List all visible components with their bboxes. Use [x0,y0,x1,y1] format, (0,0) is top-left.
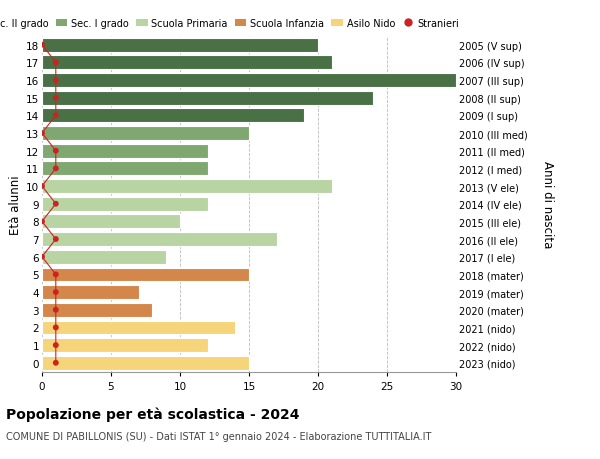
Point [37,253,47,261]
Point [51,95,61,102]
Bar [42,39,318,52]
Bar [42,162,208,176]
Point [37,183,47,190]
Point [37,218,47,225]
Point [51,148,61,155]
Y-axis label: Anni di nascita: Anni di nascita [541,161,554,248]
Bar [42,91,373,105]
Bar [42,356,249,370]
Y-axis label: Età alunni: Età alunni [9,174,22,234]
Bar [42,338,208,352]
Point [51,324,61,331]
Legend: Sec. II grado, Sec. I grado, Scuola Primaria, Scuola Infanzia, Asilo Nido, Stran: Sec. II grado, Sec. I grado, Scuola Prim… [0,18,459,28]
Point [51,289,61,296]
Bar [42,250,166,264]
Bar [42,303,152,317]
Bar [42,285,139,299]
Bar [42,180,332,194]
Point [51,307,61,314]
Point [51,77,61,84]
Point [51,359,61,367]
Bar [42,321,235,335]
Bar [42,145,208,158]
Point [37,130,47,137]
Bar [42,215,180,229]
Bar [42,233,277,246]
Point [51,236,61,243]
Point [51,201,61,208]
Bar [42,74,456,88]
Point [51,271,61,279]
Point [51,60,61,67]
Text: Popolazione per età scolastica - 2024: Popolazione per età scolastica - 2024 [6,406,299,421]
Point [51,165,61,173]
Bar [42,127,249,140]
Bar [42,56,332,70]
Point [51,341,61,349]
Bar [42,268,249,282]
Point [37,42,47,49]
Bar [42,109,304,123]
Text: COMUNE DI PABILLONIS (SU) - Dati ISTAT 1° gennaio 2024 - Elaborazione TUTTITALIA: COMUNE DI PABILLONIS (SU) - Dati ISTAT 1… [6,431,431,442]
Point [51,112,61,120]
Bar [42,197,208,211]
